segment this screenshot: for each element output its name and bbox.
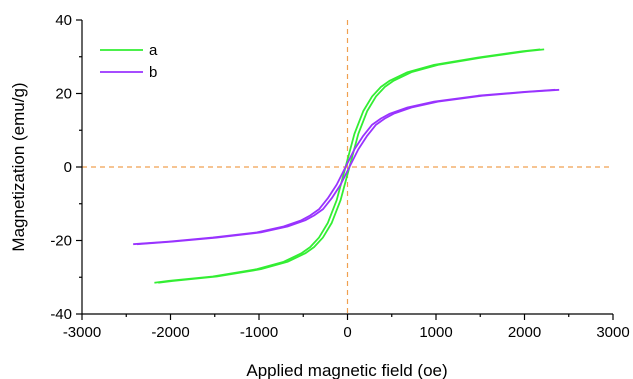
y-tick-label: 40 [55,12,72,29]
x-tick-label: 2000 [508,324,541,341]
y-tick-label: -40 [50,306,72,323]
x-tick-label: -3000 [63,324,101,341]
y-axis-title: Magnetization (emu/g) [9,82,28,251]
tick-labels: -3000 -2000 -1000 0 1000 2000 3000 -40 -20 0 20 40 [50,12,629,341]
series-line-a-descending [158,48,545,284]
x-tick-label: 0 [343,324,351,341]
x-tick-label: -2000 [151,324,189,341]
legend-label-a: a [149,42,158,59]
reference-lines [82,20,613,314]
legend-label-b: b [149,64,157,81]
tick-marks [76,19,614,320]
series-layer [133,48,560,284]
y-tick-label: 0 [64,159,72,176]
series-line-b-descending [136,88,560,246]
y-tick-label: -20 [50,233,72,250]
x-axis-title: Applied magnetic field (oe) [246,361,447,379]
series-b [133,88,560,246]
x-tick-label: 3000 [596,324,629,341]
x-tick-label: -1000 [240,324,278,341]
x-tick-label: 1000 [419,324,452,341]
legend: ab [100,42,158,81]
y-tick-label: 20 [55,86,72,103]
